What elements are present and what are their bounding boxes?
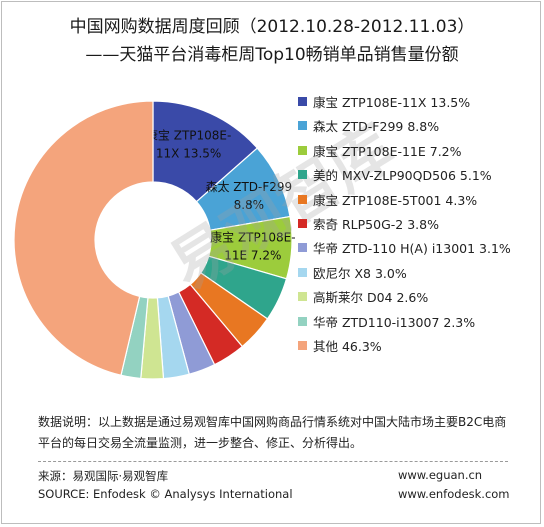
legend-item-9: 高斯莱尔 D04 2.6% <box>298 291 428 305</box>
legend-label-10: 华帝 ZTD110-i13007 2.3% <box>313 314 476 330</box>
legend-swatch-4 <box>298 170 307 180</box>
slice-label-3-line1: 康宝 ZTP108E- <box>210 230 295 245</box>
legend-item-11: 其他 46.3% <box>298 340 382 354</box>
donut-slice-11 <box>13 100 154 376</box>
legend-label-7: 华帝 ZTD-110 H(A) i13001 3.1% <box>313 241 511 257</box>
legend-label-9: 高斯莱尔 D04 2.6% <box>313 290 429 306</box>
donut-slice-1 <box>152 100 259 203</box>
legend-item-4: 美的 MXV-ZLP90QD506 5.1% <box>298 169 492 183</box>
legend-label-1: 康宝 ZTP108E-11X 13.5% <box>313 95 471 110</box>
legend-label-11: 其他 46.3% <box>313 339 382 354</box>
legend-item-3: 康宝 ZTP108E-11E 7.2% <box>298 143 462 159</box>
legend-item-8: 欧尼尔 X8 3.0% <box>298 265 407 281</box>
legend-label-4: 美的 MXV-ZLP90QD506 5.1% <box>313 168 492 184</box>
legend-swatch-2 <box>298 121 307 131</box>
legend-item-6: 索奇 RLP50G-2 3.8% <box>298 218 439 232</box>
legend-swatch-3 <box>298 145 307 155</box>
legend-item-5: 康宝 ZTP108E-5T001 4.3% <box>298 192 478 208</box>
slice-label-3-line2: 11E 7.2% <box>224 249 281 263</box>
chart-subtitle: ——天猫平台消毒柜周Top10畅销单品销售量份额 <box>85 45 459 65</box>
legend-item-10: 华帝 ZTD110-i13007 2.3% <box>298 314 476 330</box>
legend-label-3: 康宝 ZTP108E-11E 7.2% <box>313 143 462 159</box>
legend-item-1: 康宝 ZTP108E-11X 13.5% <box>298 96 470 110</box>
legend-label-2: 森太 ZTD-F299 8.8% <box>313 119 440 135</box>
legend-swatch-10 <box>298 316 307 326</box>
legend-swatch-6 <box>298 219 307 228</box>
legend-item-2: 森太 ZTD-F299 8.8% <box>298 120 439 134</box>
legend-label-6: 索奇 RLP50G-2 3.8% <box>313 217 439 232</box>
slice-label-1-line1: 康宝 ZTP108E- <box>146 127 231 142</box>
legend-label-5: 康宝 ZTP108E-5T001 4.3% <box>313 192 478 208</box>
data-note-line2: 平台的每日交易全流量监测，进一步整合、修正、分析得出。 <box>38 436 363 450</box>
legend-swatch-1 <box>298 97 307 106</box>
legend-item-7: 华帝 ZTD-110 H(A) i13001 3.1% <box>298 242 511 256</box>
chart-title: 中国网购数据周度回顾（2012.10.28-2012.11.03） <box>69 17 475 37</box>
legend-swatch-11 <box>298 341 307 350</box>
source-en: SOURCE: Enfodesk © Analysys Internationa… <box>38 487 293 501</box>
legend-swatch-7 <box>298 243 307 253</box>
slice-label-1-line2: 11X 13.5% <box>156 146 221 160</box>
slice-label-2-line1: 森太 ZTD-F299 <box>205 179 292 194</box>
legend-swatch-8 <box>298 267 307 277</box>
legend-label-8: 欧尼尔 X8 3.0% <box>313 265 407 281</box>
data-note-line1: 数据说明：以上数据是通过易观智库中国网购商品行情系统对中国大陆市场主要B2C电商 <box>38 415 507 429</box>
slice-label-2-line2: 8.8% <box>234 198 265 212</box>
website-eguan: www.eguan.cn <box>398 468 483 482</box>
legend-swatch-9 <box>298 292 307 302</box>
data-note: 数据说明：以上数据是通过易观智库中国网购商品行情系统对中国大陆市场主要B2C电商… <box>38 412 518 454</box>
website-enfodesk: www.enfodesk.com <box>398 487 510 501</box>
source-cn: 来源：易观国际·易观智库 <box>38 469 169 483</box>
footer-divider <box>38 461 508 462</box>
legend-swatch-5 <box>298 194 307 204</box>
